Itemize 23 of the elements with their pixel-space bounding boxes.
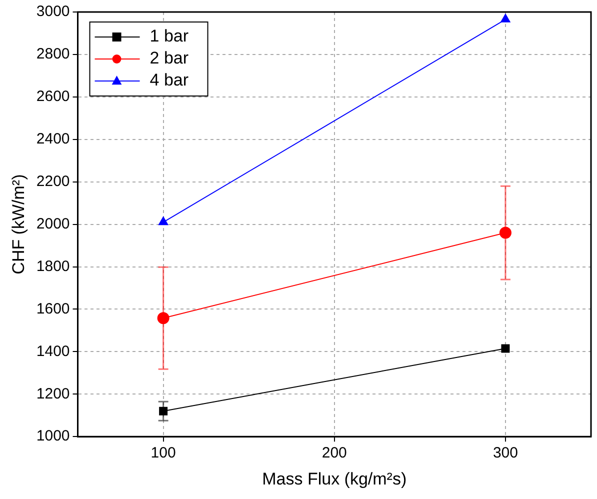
point	[499, 226, 512, 239]
y-axis-title: CHF (kW/m²)	[8, 174, 28, 274]
y-tick-label: 2800	[36, 46, 70, 63]
point	[157, 312, 170, 324]
x-tick-label: 200	[322, 444, 347, 462]
point	[159, 406, 168, 416]
y-tick-label: 2200	[36, 172, 70, 190]
y-tick-label: 2400	[36, 130, 70, 148]
y-tick-label: 1600	[36, 300, 70, 318]
y-tick-label: 1800	[36, 258, 70, 275]
legend-label: 4 bar	[150, 70, 189, 90]
y-tick-label: 1200	[36, 385, 70, 402]
x-tick-label: 300	[492, 444, 518, 462]
point	[501, 344, 510, 353]
x-tick-label: 100	[150, 444, 176, 462]
y-tick-label: 1400	[36, 342, 70, 360]
y-tick-label: 2600	[36, 88, 70, 106]
y-tick-label: 1000	[36, 428, 70, 445]
legend-label: 1 bar	[150, 26, 189, 46]
y-tick-label: 3000	[36, 3, 70, 20]
x-axis-title: Mass Flux (kg/m²s)	[262, 469, 407, 488]
legend-label: 2 bar	[150, 48, 189, 68]
y-tick-label: 2000	[36, 215, 70, 232]
